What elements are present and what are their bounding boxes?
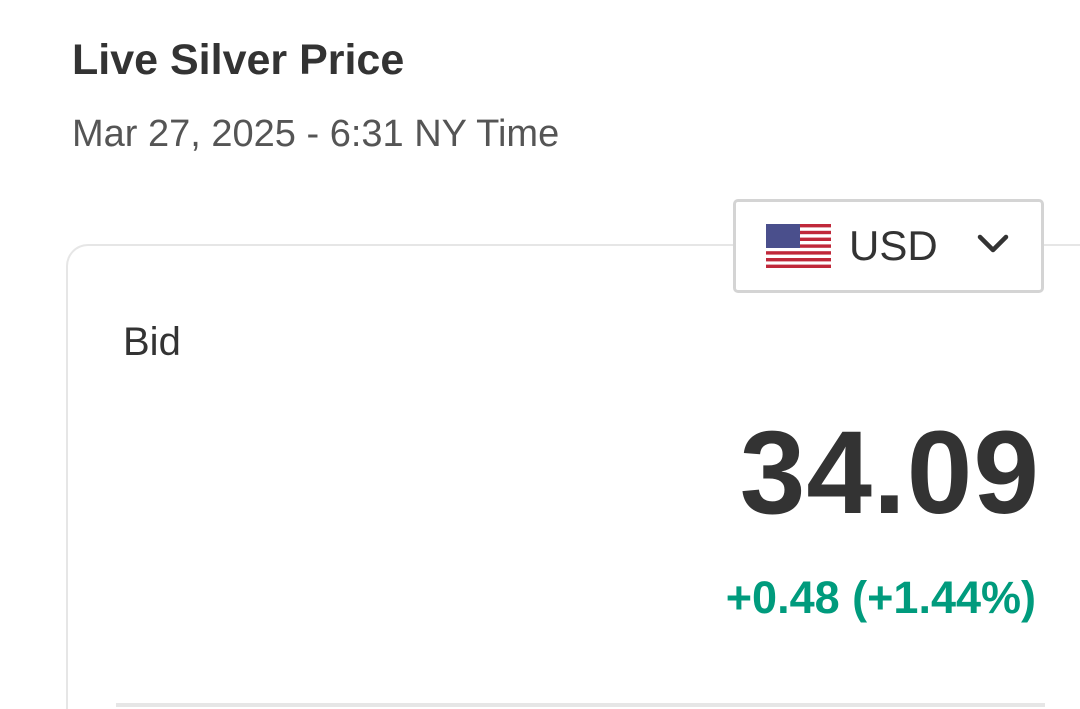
bid-label: Bid bbox=[123, 320, 181, 364]
currency-dropdown[interactable]: USD bbox=[733, 199, 1044, 293]
divider bbox=[116, 703, 1045, 707]
bid-price: 34.09 bbox=[739, 407, 1040, 539]
page-title: Live Silver Price bbox=[72, 36, 405, 84]
price-change: +0.48 (+1.44%) bbox=[725, 572, 1036, 623]
price-card bbox=[66, 244, 1080, 709]
currency-label: USD bbox=[849, 222, 938, 269]
us-flag-icon bbox=[766, 224, 831, 268]
chevron-down-icon bbox=[977, 234, 1009, 253]
timestamp: Mar 27, 2025 - 6:31 NY Time bbox=[72, 113, 560, 155]
